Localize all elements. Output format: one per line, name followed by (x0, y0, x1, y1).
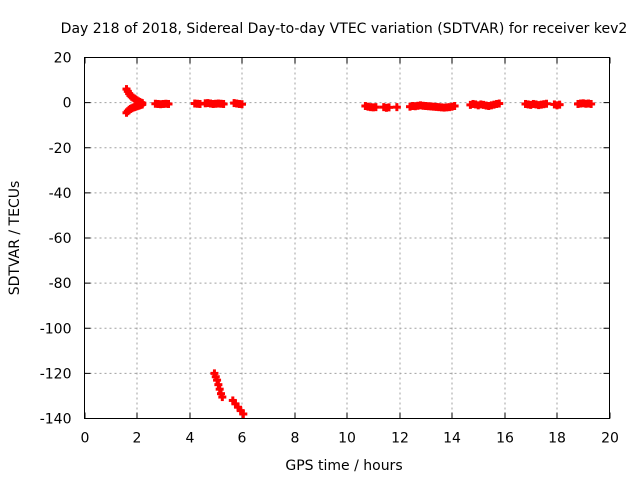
data-point (542, 99, 551, 108)
y-tick-label: -60 (49, 231, 72, 247)
y-tick-label: -140 (40, 412, 72, 428)
y-tick-label: -120 (40, 366, 72, 382)
y-tick-label: -80 (49, 276, 72, 292)
data-point (218, 393, 227, 402)
x-tick-label: 10 (338, 431, 356, 447)
data-point (238, 100, 246, 109)
data-point (138, 100, 147, 109)
x-tick-label: 14 (443, 431, 461, 447)
x-tick-label: 4 (186, 431, 195, 447)
x-tick-label: 2 (133, 431, 142, 447)
y-tick-label: -40 (49, 186, 72, 202)
x-tick-label: 18 (548, 431, 566, 447)
data-point (239, 409, 248, 418)
data-point (385, 103, 393, 112)
axis-ticks: 0 2 4 6 8 10 12 14 16 18 20 20 0 -20 -40 -60 -80 -100 -120… (40, 51, 619, 447)
data-point (392, 103, 401, 112)
data-point (371, 103, 380, 112)
grid (84, 57, 610, 419)
y-axis-label: SDTVAR / TECUs (7, 181, 23, 296)
y-tick-label: 20 (54, 51, 72, 67)
x-axis-label: GPS time / hours (285, 458, 402, 474)
data-point (164, 99, 173, 108)
data-points (122, 85, 596, 418)
y-tick-label: 0 (63, 96, 72, 112)
x-tick-label: 6 (238, 431, 247, 447)
data-point (555, 100, 564, 109)
x-tick-label: 0 (81, 431, 90, 447)
plot-frame (84, 57, 610, 419)
y-tick-label: -20 (49, 141, 72, 157)
chart-title: Day 218 of 2018, Sidereal Day-to-day VTE… (61, 21, 628, 37)
data-point (450, 102, 459, 111)
data-point (495, 99, 504, 108)
data-point (587, 99, 596, 108)
x-tick-label: 8 (291, 431, 300, 447)
data-point (219, 99, 228, 108)
x-tick-label: 20 (601, 431, 619, 447)
y-tick-label: -100 (40, 321, 72, 337)
x-tick-label: 16 (496, 431, 514, 447)
x-tick-label: 12 (391, 431, 409, 447)
